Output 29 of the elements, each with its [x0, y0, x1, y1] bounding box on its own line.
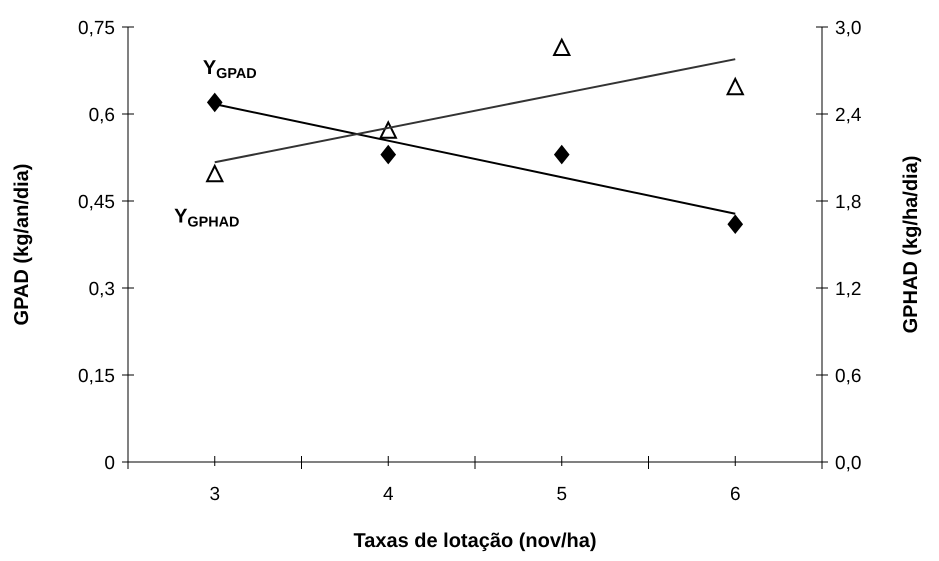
point	[728, 214, 743, 234]
point	[380, 121, 397, 139]
x-tick-label: 6	[730, 484, 741, 505]
y-tick-label: 0,75	[78, 18, 115, 39]
x-tick-label: 4	[382, 484, 394, 505]
y2-tick-label: 0,6	[835, 366, 862, 387]
y-tick-label: 0,6	[88, 105, 115, 126]
y2-axis-title: GPHAD (kg/ha/dia)	[900, 156, 922, 334]
point	[553, 38, 570, 56]
y-tick-label: 0,15	[78, 366, 115, 387]
y2-tick-label: 1,2	[835, 279, 862, 300]
series-label: Y$_{GPAD}$	[202, 57, 257, 82]
y-tick-label: 0,45	[78, 192, 115, 213]
point	[207, 92, 222, 112]
text: Y$_{GPHAD}$	[174, 205, 240, 230]
point	[554, 145, 570, 164]
y-tick-label: 0	[104, 453, 115, 474]
point	[726, 78, 744, 96]
y2-tick-label: 1,8	[835, 192, 862, 213]
x-tick-label: 3	[209, 484, 220, 505]
x-axis-title: Taxas de lotação (nov/ha)	[353, 530, 597, 552]
point	[380, 145, 396, 164]
x-tick-label: 5	[556, 484, 568, 505]
y2-tick-label: 2,4	[835, 105, 862, 126]
y-axis-title: GPAD (kg/an/dia)	[11, 164, 33, 326]
point	[206, 164, 224, 182]
y-tick-label: 0,3	[88, 279, 115, 300]
y2-tick-label: 0,0	[835, 453, 862, 474]
y2-tick-label: 3,0	[835, 18, 862, 39]
